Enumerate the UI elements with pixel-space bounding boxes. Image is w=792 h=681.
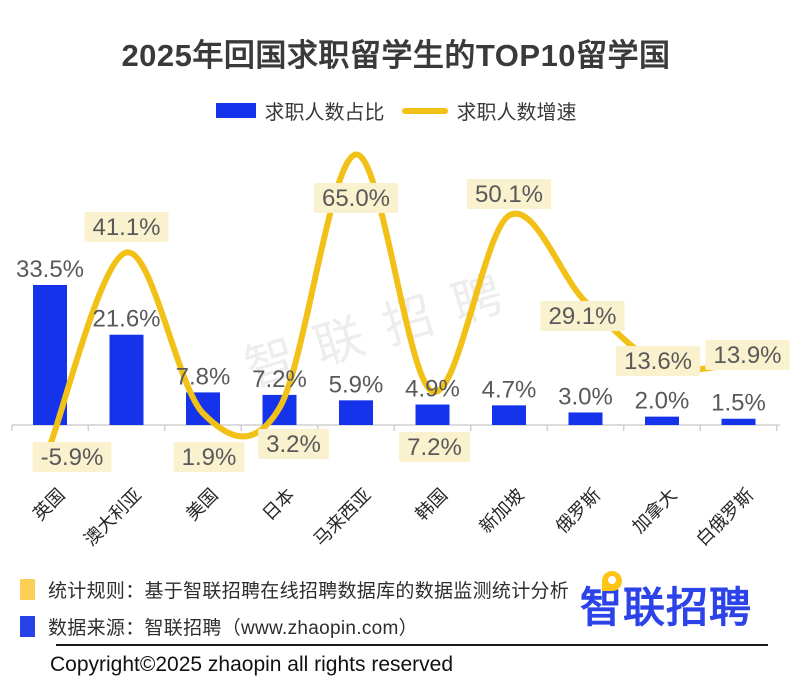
page-title: 2025年回国求职留学生的TOP10留学国 bbox=[121, 38, 671, 73]
line-value-label: 13.6% bbox=[624, 348, 692, 375]
x-axis-label-澳大利亚: 澳大利亚 bbox=[80, 485, 145, 550]
zhaopin-logo: 智联招聘 bbox=[580, 571, 780, 631]
location-pin-icon bbox=[602, 571, 622, 591]
x-axis-label-俄罗斯: 俄罗斯 bbox=[552, 485, 604, 537]
x-axis-label-美国: 美国 bbox=[182, 485, 222, 525]
bar-value-label: 2.0% bbox=[635, 388, 690, 415]
line-value-label: 3.2% bbox=[266, 431, 321, 458]
x-axis-label-马来西亚: 马来西亚 bbox=[310, 485, 375, 550]
x-axis-label-新加坡: 新加坡 bbox=[476, 485, 528, 537]
logo-wordmark: 智联招聘 bbox=[580, 584, 753, 631]
bar-俄罗斯 bbox=[568, 412, 603, 425]
bar-白俄罗斯 bbox=[721, 418, 756, 425]
line-value-label: 41.1% bbox=[92, 214, 160, 241]
line-value-label: 7.2% bbox=[407, 434, 462, 461]
line-value-label: 1.9% bbox=[182, 444, 237, 471]
line-label-bg bbox=[615, 346, 701, 376]
source-swatch bbox=[20, 616, 35, 637]
legend-line-label: 求职人数增速 bbox=[456, 102, 577, 124]
bar-value-label: 1.5% bbox=[711, 390, 766, 417]
line-value-label: 29.1% bbox=[548, 303, 616, 330]
legend-bar-swatch bbox=[215, 103, 256, 118]
line-value-label: -5.9% bbox=[41, 444, 104, 471]
legend: 求职人数占比 求职人数增速 bbox=[0, 96, 792, 125]
x-axis-label-英国: 英国 bbox=[29, 485, 69, 525]
bar-value-label: 4.9% bbox=[405, 376, 460, 403]
bar-澳大利亚 bbox=[109, 334, 144, 425]
copyright-text: Copyright©2025 zhaopin all rights reserv… bbox=[50, 653, 454, 676]
line-label-bg bbox=[540, 301, 625, 331]
bar-value-label: 33.5% bbox=[16, 256, 84, 283]
footer-row-rules: 统计规则：基于智联招聘在线招聘数据库的数据监测统计分析 bbox=[20, 576, 569, 603]
line-label-bg bbox=[173, 442, 245, 472]
x-axis-label-韩国: 韩国 bbox=[412, 485, 452, 525]
line-label-bg bbox=[705, 340, 790, 370]
line-label-bg bbox=[32, 442, 112, 472]
divider-line bbox=[56, 644, 768, 646]
bar-value-label: 4.7% bbox=[482, 376, 537, 403]
footer-row-source: 数据来源：智联招聘（www.zhaopin.com） bbox=[20, 613, 569, 640]
footer-notes: 统计规则：基于智联招聘在线招聘数据库的数据监测统计分析 数据来源：智联招聘（ww… bbox=[20, 576, 569, 650]
line-label-bg bbox=[466, 179, 552, 209]
x-axis-label-白俄罗斯: 白俄罗斯 bbox=[692, 485, 757, 550]
line-label-bg bbox=[399, 432, 470, 462]
bar-新加坡 bbox=[492, 405, 526, 425]
bar-加拿大 bbox=[645, 416, 679, 425]
legend-bar-label: 求职人数占比 bbox=[264, 102, 385, 124]
bar-马来西亚 bbox=[339, 400, 373, 425]
bar-value-label: 21.6% bbox=[92, 306, 160, 333]
bar-value-label: 3.0% bbox=[558, 383, 613, 410]
x-axis-label-日本: 日本 bbox=[259, 485, 299, 525]
line-label-bg bbox=[258, 429, 329, 459]
line-value-label: 50.1% bbox=[475, 181, 543, 208]
line-value-label: 65.0% bbox=[322, 185, 390, 212]
legend-line-swatch bbox=[401, 107, 448, 114]
line-label-bg bbox=[84, 212, 169, 242]
line-label-bg bbox=[313, 183, 399, 213]
rules-text: 统计规则：基于智联招聘在线招聘数据库的数据监测统计分析 bbox=[48, 581, 570, 602]
bar-韩国 bbox=[415, 404, 450, 425]
bar-value-label: 5.9% bbox=[329, 371, 384, 398]
x-axis-label-加拿大: 加拿大 bbox=[628, 484, 681, 537]
rules-swatch bbox=[20, 579, 35, 600]
bar-value-label: 7.8% bbox=[176, 363, 231, 390]
line-value-label: 13.9% bbox=[713, 342, 781, 369]
bar-value-label: 7.2% bbox=[252, 366, 307, 393]
source-text: 数据来源：智联招聘（www.zhaopin.com） bbox=[48, 618, 418, 639]
